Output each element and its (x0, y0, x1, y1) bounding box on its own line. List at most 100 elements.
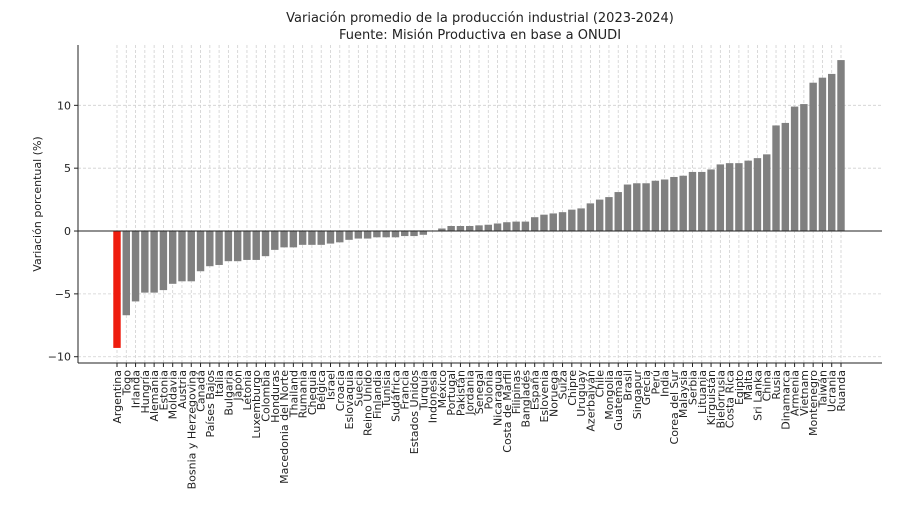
x-tick-label: Uruguay (575, 370, 588, 417)
x-tick-label: Turquía (417, 370, 430, 411)
x-tick-label: Corea del Sur (668, 370, 681, 445)
x-tick-label: Austria (176, 370, 189, 409)
x-tick-label: Moldavia (167, 370, 180, 419)
bar-sudáfrica (391, 231, 400, 238)
x-tick-label: Macedonia del Norte (278, 370, 291, 484)
x-tick-label: Estonia (157, 370, 170, 411)
bar-montenegro (809, 82, 817, 232)
x-tick-label: Suecia (352, 370, 365, 407)
bar-chile (595, 199, 604, 232)
x-tick-label: Senegal (473, 370, 486, 414)
y-axis-label: Variación porcentual (%) (31, 136, 44, 271)
bar-austria (178, 231, 186, 282)
bar-suecia (354, 231, 363, 239)
x-tick-label: Irlanda (130, 370, 143, 408)
bar-japón (233, 231, 242, 262)
x-tick-label: Italia (213, 370, 226, 397)
bar-colombia (261, 231, 270, 257)
bar-portugal (447, 225, 455, 232)
x-tick-label: Thailand (287, 370, 300, 418)
bar-kirguistán (707, 169, 715, 232)
bar-macedonia-del-norte (280, 231, 288, 248)
x-tick-label: Portugal (445, 370, 458, 416)
x-tick-label: Letonia (241, 370, 254, 411)
x-tick-label: Nicaragua (492, 370, 505, 426)
x-tick-label: Croacia (334, 370, 347, 411)
chart-title: Variación promedio de la producción indu… (286, 11, 674, 26)
bar-ucrania (828, 73, 836, 232)
x-tick-label: Montenegro (807, 370, 820, 436)
bar-eslovenia (540, 214, 548, 232)
bar-dinamarca (781, 122, 790, 232)
x-tick-label: Costa Rica (724, 370, 737, 428)
bar-thailand (289, 231, 298, 248)
bar-francia (401, 231, 409, 237)
bar-nicaragua (493, 223, 502, 232)
bar-chequia (308, 231, 316, 245)
bar-india (660, 179, 669, 232)
bar-bosnia-y-herzegovina (187, 231, 195, 282)
bar-senegal (475, 225, 483, 232)
x-tick-label: Ucrania (826, 370, 839, 412)
x-tick-label: Malta (742, 370, 755, 400)
x-tick-label: Armenia (789, 370, 802, 416)
x-tick-label: Pakistán (454, 370, 467, 416)
y-tick-label: 5 (64, 162, 71, 175)
bar-eslovaquia (345, 231, 353, 240)
x-tick-label: Azerbaiyán (584, 370, 597, 432)
y-tick-label: −5 (55, 288, 71, 301)
bar-lituania (698, 171, 706, 232)
x-tick-label: España (529, 370, 542, 410)
bar-alemania (150, 231, 158, 293)
bar-serbia (688, 171, 697, 232)
bar-bulgaria (224, 231, 233, 262)
x-tick-label: Canadá (195, 370, 208, 412)
bar-pakistán (456, 225, 465, 232)
x-tick-label: Eslovenia (538, 370, 551, 423)
x-tick-label: Hungría (139, 370, 152, 414)
x-tick-label: Filipinas (510, 370, 523, 414)
bar-canadá (196, 231, 205, 272)
y-tick-label: 10 (57, 99, 71, 112)
bar-armenia (790, 106, 799, 232)
x-tick-label: Bulgaria (222, 370, 235, 416)
bar-mongolia (605, 197, 613, 232)
bar-rumania (298, 231, 307, 245)
bar-guatemala (614, 192, 622, 232)
bar-bielorrusia (716, 164, 725, 232)
bar-israel (326, 231, 335, 244)
x-tick-label: Dinamarca (779, 370, 792, 430)
bar-ruanda (837, 60, 845, 232)
bar-suiza (558, 212, 567, 232)
x-tick-label: Rusia (770, 370, 783, 400)
x-tick-label: Malaysia (677, 370, 690, 418)
bar-china (763, 154, 771, 232)
x-tick-label: Taiwán (816, 370, 829, 408)
x-tick-label: Polonia (482, 370, 495, 410)
x-tick-label: Chile (594, 370, 607, 398)
bar-chipre (568, 209, 576, 232)
bar-brasil (623, 184, 632, 232)
bar-estados-unidos (410, 231, 418, 237)
bar-togo (122, 231, 130, 316)
x-tick-label: Jordania (464, 370, 477, 416)
x-tick-label: Grecia (640, 370, 653, 405)
x-tick-label: Honduras (269, 370, 282, 423)
x-tick-label: Sri Lanka (751, 370, 764, 421)
bar-malta (744, 160, 752, 232)
x-tick-label: México (436, 370, 449, 409)
x-tick-label: Bosnia y Herzegovina (185, 370, 198, 489)
bar-irlanda (131, 231, 140, 302)
bar-letonia (243, 231, 251, 260)
y-tick-label: 0 (64, 225, 71, 238)
x-tick-label: Ruanda (835, 370, 848, 412)
x-tick-label: Togo (120, 370, 133, 397)
x-tick-label: Alemania (148, 370, 161, 422)
y-tick-label: −10 (48, 351, 71, 364)
bar-taiwán (818, 77, 827, 232)
x-tick-label: Países Bajos (204, 370, 217, 438)
x-tick-label: Brasil (622, 370, 635, 401)
bar-moldavia (168, 231, 177, 284)
bar-azerbaiyán (586, 203, 595, 232)
